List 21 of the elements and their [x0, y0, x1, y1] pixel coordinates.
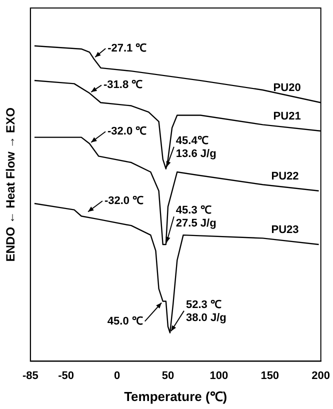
x-tick-label: -85	[22, 370, 38, 382]
x-tick-label: 100	[210, 370, 228, 382]
annotation: -32.0 ℃	[108, 126, 147, 138]
y-axis-title: ENDO ← Heat Flow → EXO	[4, 108, 18, 262]
annotation: 45.4℃ 13.6 J/g	[176, 134, 216, 160]
x-tick-label: 150	[260, 370, 280, 382]
annotation: -27.1 ℃	[108, 42, 147, 54]
series-label: PU21	[273, 110, 301, 123]
annotation: 52.3 ℃ 38.0 J/g	[186, 298, 226, 324]
x-tick-label: 200	[312, 370, 330, 382]
annotation: -31.8 ℃	[104, 79, 143, 92]
x-tick-label: 50	[162, 370, 174, 382]
x-tick-label: 0	[114, 370, 120, 382]
annotation: 45.0 ℃	[107, 315, 143, 328]
annotation: -32.0 ℃	[104, 195, 144, 208]
x-tick-label: -50	[58, 370, 74, 382]
series-label: PU23	[271, 224, 299, 236]
annotation: 45.3 ℃ 27.5 J/g	[176, 204, 216, 230]
series-label: PU20	[273, 82, 301, 94]
series-label: PU22	[271, 170, 299, 182]
x-axis-title: Temperature (℃)	[124, 388, 228, 404]
